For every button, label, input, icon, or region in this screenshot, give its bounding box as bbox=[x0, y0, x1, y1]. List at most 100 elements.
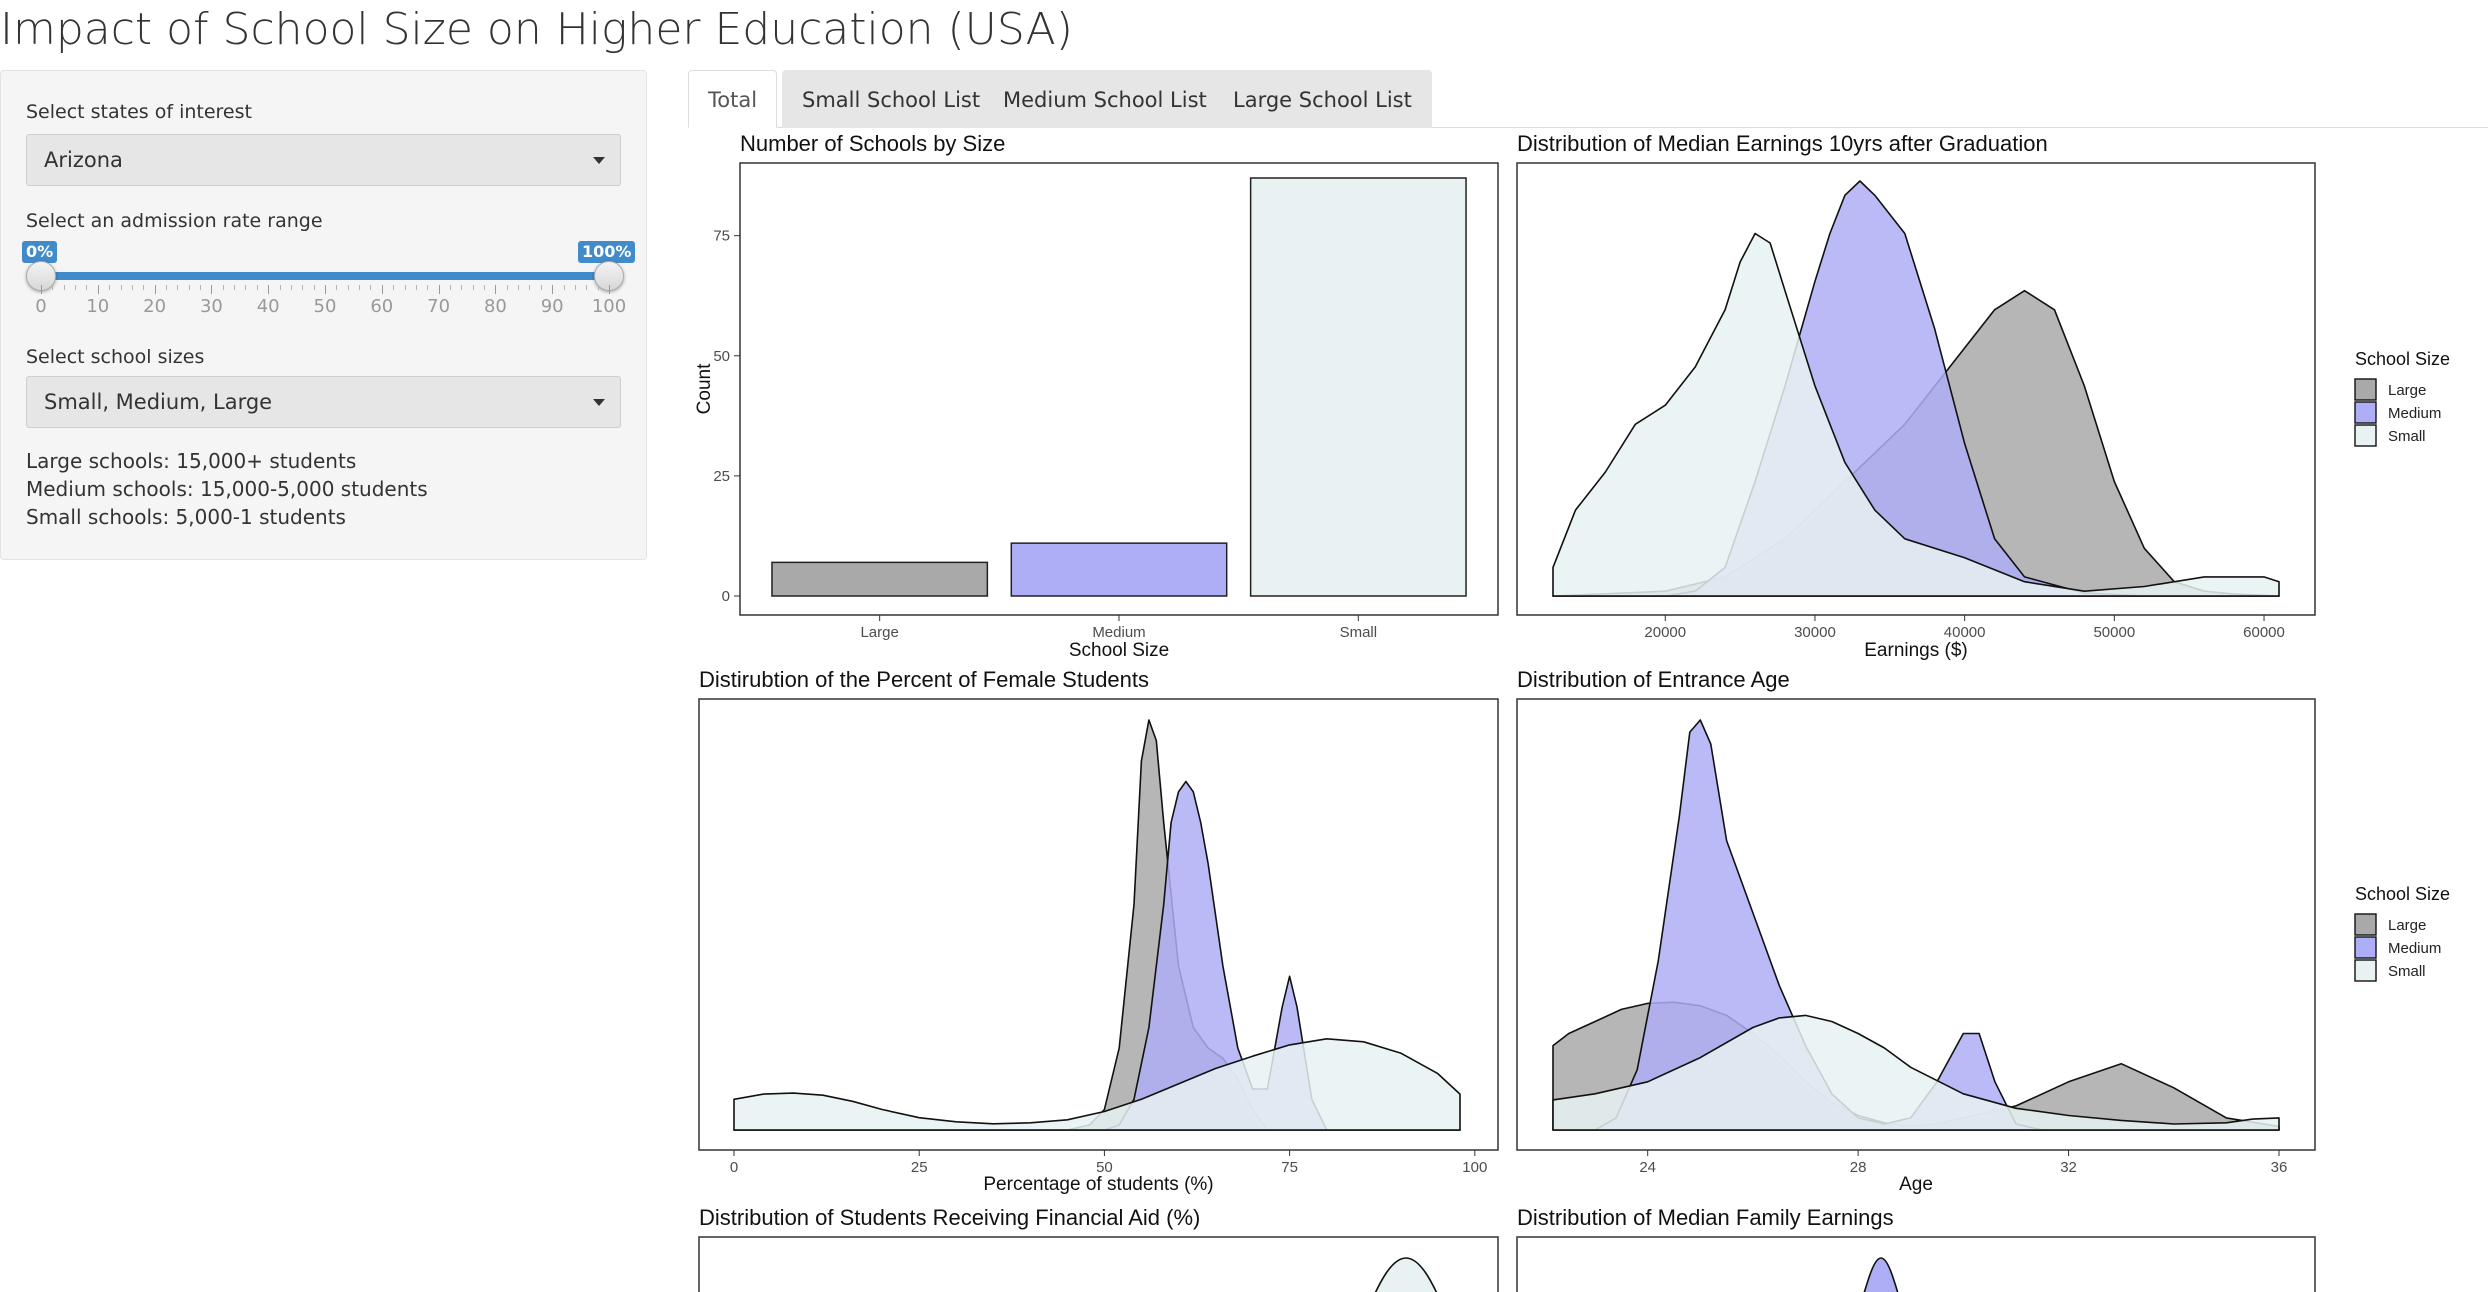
tab-small-school-list[interactable]: Small School List bbox=[782, 70, 1001, 128]
slider-tick-label: 20 bbox=[143, 296, 167, 317]
slider-tick bbox=[393, 285, 395, 290]
caret-down-icon bbox=[593, 157, 605, 164]
legend-label-medium: Medium bbox=[2388, 405, 2441, 422]
slider-tick bbox=[370, 285, 372, 290]
school-size-select[interactable]: Small, Medium, Large bbox=[26, 376, 621, 428]
slider-tick-label: 0 bbox=[35, 296, 47, 317]
slider-tick bbox=[427, 285, 429, 290]
x-tick-label: Large bbox=[860, 624, 898, 641]
tab-total[interactable]: Total bbox=[688, 70, 778, 128]
school-size-legend: School Size Large Medium Small bbox=[2354, 349, 2450, 447]
entrance-age-chart: 24 28 32 36 Age bbox=[1516, 698, 2316, 1195]
density-medium bbox=[1863, 1257, 1899, 1292]
slider-tick-label: 40 bbox=[256, 296, 280, 317]
slider-min-value: 0% bbox=[22, 241, 58, 263]
slider-tick-label: 70 bbox=[427, 296, 451, 317]
slider-tick-label: 90 bbox=[540, 296, 564, 317]
x-tick-label: 30000 bbox=[1794, 624, 1836, 641]
legend-label-medium: Medium bbox=[2388, 940, 2441, 957]
state-select-label: Select states of interest bbox=[26, 101, 252, 123]
admission-rate-slider[interactable]: 0% 100% 0 10 20 30 40 50 60 70 80 90 100 bbox=[22, 169, 636, 317]
legend-label-small: Small bbox=[2388, 963, 2426, 980]
slider-tick bbox=[165, 285, 167, 290]
bar-large bbox=[771, 561, 989, 597]
x-tick-label: 75 bbox=[1281, 1159, 1298, 1176]
slider-tick bbox=[586, 285, 588, 290]
slider-tick bbox=[381, 285, 383, 294]
family-earnings-chart bbox=[1516, 1236, 2316, 1292]
slider-tick bbox=[177, 285, 179, 290]
x-tick-label: 20000 bbox=[1644, 624, 1686, 641]
admission-rate-label: Select an admission rate range bbox=[26, 210, 323, 232]
female-students-chart: 0 25 50 75 100 Percentage of students (%) bbox=[698, 698, 1499, 1195]
slider-tick bbox=[268, 285, 270, 294]
y-tick-label: 75 bbox=[713, 228, 730, 245]
legend-key-small bbox=[2354, 424, 2377, 447]
x-tick-label: Medium bbox=[1092, 624, 1145, 641]
slider-max-value: 100% bbox=[578, 241, 636, 263]
x-tick-label: 50 bbox=[1096, 1159, 1113, 1176]
slider-tick bbox=[86, 285, 88, 290]
slider-tick-label: 60 bbox=[370, 296, 394, 317]
state-select[interactable]: Arizona bbox=[26, 134, 621, 186]
tab-bar-divider bbox=[688, 127, 2488, 128]
slider-tick bbox=[415, 285, 417, 290]
tab-medium-school-list[interactable]: Medium School List bbox=[983, 70, 1227, 128]
y-tick-label: 0 bbox=[722, 588, 730, 605]
slider-tick-label: 10 bbox=[86, 296, 110, 317]
entrance-age-title: Distribution of Entrance Age bbox=[1517, 667, 1790, 692]
slider-tick bbox=[97, 285, 99, 294]
small-schools-note: Small schools: 5,000-1 students bbox=[26, 505, 346, 529]
state-select-value: Arizona bbox=[44, 148, 123, 172]
slider-tick bbox=[449, 285, 451, 290]
density-small bbox=[733, 1038, 1461, 1131]
slider-tick bbox=[552, 285, 554, 294]
tab-large-school-list[interactable]: Large School List bbox=[1213, 70, 1432, 128]
slider-tick bbox=[325, 285, 326, 294]
slider-tick bbox=[63, 285, 65, 290]
slider-tick bbox=[234, 285, 236, 290]
slider-tick bbox=[404, 285, 406, 290]
x-tick-label: Small bbox=[1340, 624, 1378, 641]
school-size-select-value: Small, Medium, Large bbox=[44, 390, 273, 414]
slider-range-bar bbox=[39, 272, 609, 280]
slider-tick-label: 100 bbox=[591, 296, 627, 317]
median-earnings-chart: 20000 30000 40000 50000 60000 Earnings ($) bbox=[1516, 162, 2316, 661]
caret-down-icon bbox=[593, 399, 605, 406]
slider-tick bbox=[222, 285, 224, 290]
y-axis-label: Count bbox=[694, 363, 715, 414]
slider-tick bbox=[154, 285, 156, 294]
slider-tick bbox=[484, 285, 486, 290]
school-size-label: Select school sizes bbox=[26, 346, 205, 368]
slider-tick bbox=[506, 285, 508, 290]
financial-aid-chart bbox=[698, 1236, 1499, 1292]
plot-frame bbox=[698, 1236, 1499, 1292]
legend-title: School Size bbox=[2355, 349, 2450, 369]
x-tick-label: 32 bbox=[2060, 1159, 2077, 1176]
female-students-title: Distirubtion of the Percent of Female St… bbox=[699, 667, 1150, 692]
slider-tick bbox=[75, 285, 77, 290]
bar-small bbox=[1249, 177, 1467, 597]
density-medium bbox=[733, 780, 1461, 1131]
legend-key-large bbox=[2354, 378, 2377, 401]
x-tick-label: 24 bbox=[1639, 1159, 1656, 1176]
slider-tick bbox=[290, 285, 292, 290]
density-small bbox=[1374, 1257, 1438, 1292]
legend-label-large: Large bbox=[2388, 382, 2426, 399]
x-tick-label: 0 bbox=[730, 1159, 738, 1176]
slider-tick bbox=[279, 285, 281, 290]
page-title: Impact of School Size on Higher Educatio… bbox=[0, 4, 1073, 55]
density-small bbox=[1552, 232, 2280, 597]
x-tick-label: 36 bbox=[2271, 1159, 2288, 1176]
schools-by-size-title: Number of Schools by Size bbox=[740, 131, 1006, 156]
slider-tick bbox=[347, 285, 349, 290]
median-earnings-title: Distribution of Median Earnings 10yrs af… bbox=[1517, 131, 2048, 156]
y-tick-label: 50 bbox=[713, 348, 730, 365]
slider-tick bbox=[120, 285, 122, 290]
legend-label-large: Large bbox=[2388, 917, 2426, 934]
legend-label-small: Small bbox=[2388, 428, 2426, 445]
medium-schools-note: Medium schools: 15,000-5,000 students bbox=[26, 477, 428, 501]
slider-tick bbox=[563, 285, 565, 290]
slider-tick bbox=[109, 285, 111, 290]
